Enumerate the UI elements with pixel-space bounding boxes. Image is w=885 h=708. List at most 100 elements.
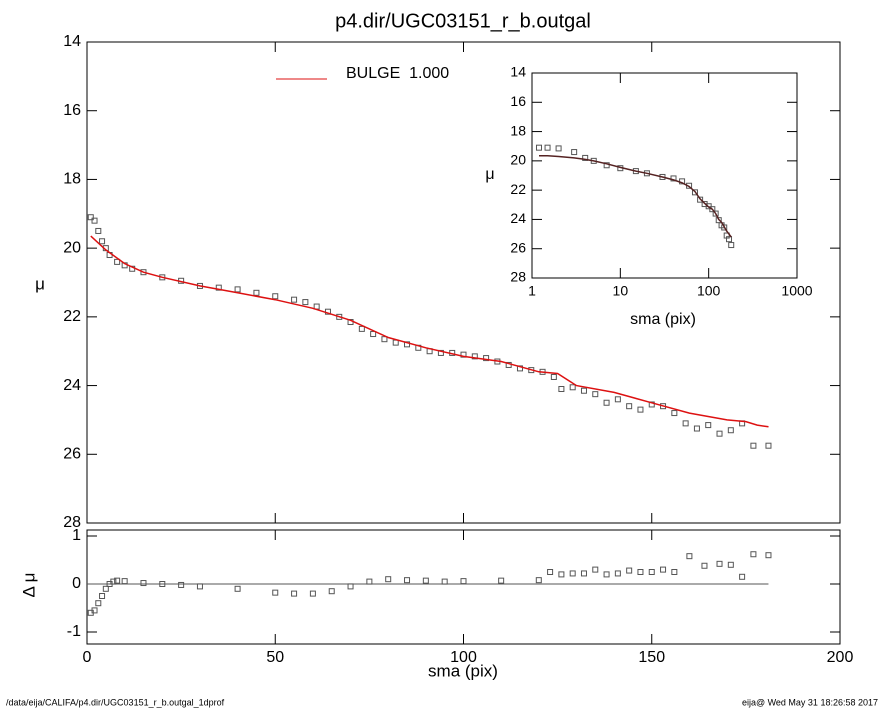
data-point [558, 386, 565, 393]
data-point [95, 600, 102, 607]
data-point [535, 144, 542, 151]
data-point [671, 569, 678, 575]
data-point [140, 580, 147, 587]
data-point [102, 585, 109, 592]
model-line [539, 154, 732, 238]
data-point [716, 430, 723, 437]
chart-title: p4.dir/UGC03151_r_b.outgal [335, 10, 591, 32]
data-point [99, 238, 106, 245]
data-point [404, 341, 411, 348]
y-tick-label: 16 [510, 93, 526, 109]
data-point [471, 353, 478, 360]
data-point [422, 577, 429, 584]
data-point [750, 442, 757, 449]
data-point [178, 581, 185, 588]
data-point [697, 196, 704, 203]
data-point [603, 571, 610, 578]
data-point [483, 355, 490, 362]
data-point [765, 442, 772, 449]
data-point [253, 289, 260, 296]
data-point [159, 581, 166, 587]
footer-left: /data/eija/CALIFA/p4.dir/UGC03151_r_b.ou… [6, 697, 225, 707]
data-point [750, 551, 757, 558]
data-point [544, 144, 551, 151]
data-point [272, 589, 279, 596]
data-point [693, 425, 700, 432]
data-point [460, 578, 467, 585]
data-point [99, 593, 106, 599]
data-point [637, 569, 644, 575]
data-point [91, 607, 98, 614]
data-point [739, 573, 746, 580]
data-point [582, 154, 589, 161]
data-point [728, 242, 735, 249]
x-tick-label: 50 [266, 649, 284, 666]
x-tick-label: 100 [450, 649, 477, 666]
data-point [87, 214, 94, 221]
data-point [569, 570, 576, 577]
x-tick-label: 100 [697, 283, 721, 299]
data-point [712, 210, 719, 217]
data-point [660, 566, 667, 573]
y-tick-label: 22 [510, 181, 526, 197]
data-point [686, 553, 693, 560]
data-point [328, 588, 335, 595]
data-point [302, 299, 309, 306]
y-tick-label: 24 [510, 210, 526, 226]
y-axis-label: Δ μ [19, 573, 38, 598]
data-point [691, 189, 698, 196]
data-point [498, 577, 505, 584]
data-point [91, 217, 98, 224]
footer-right: eija@ Wed May 31 18:26:58 2017 [742, 697, 878, 707]
y-tick-label: 22 [63, 308, 81, 325]
y-tick-label: 16 [63, 102, 81, 119]
y-axis-label: μ [35, 274, 45, 293]
y-tick-label: 18 [63, 171, 81, 188]
data-point [580, 570, 587, 577]
data-point [95, 227, 102, 234]
data-point [114, 258, 121, 265]
data-point [196, 583, 203, 590]
data-point [670, 175, 677, 182]
data-point [709, 206, 716, 213]
data-point [550, 373, 557, 380]
data-point [603, 162, 610, 169]
data-point [571, 149, 578, 156]
y-tick-label: 0 [72, 575, 81, 592]
data-point [555, 145, 562, 152]
data-point [726, 236, 733, 243]
plot-frame [531, 72, 798, 279]
data-point [366, 578, 373, 585]
y-tick-label: 18 [510, 122, 526, 138]
data-point [614, 396, 621, 403]
y-tick-label: 14 [510, 64, 526, 80]
data-point [381, 336, 388, 343]
data-point [358, 325, 365, 332]
data-point [603, 399, 610, 406]
model-line [90, 235, 769, 428]
data-point [385, 576, 392, 583]
data-point [291, 590, 298, 597]
data-point [437, 349, 444, 356]
x-tick-label: 150 [638, 649, 665, 666]
data-point [291, 296, 298, 303]
data-point [727, 427, 734, 434]
y-tick-label: 24 [63, 377, 81, 394]
data-point [592, 391, 599, 398]
data-point [547, 569, 554, 575]
y-tick-label: 1 [72, 527, 81, 544]
x-tick-label: 1 [528, 283, 536, 299]
data-point [727, 561, 734, 568]
y-tick-label: -1 [67, 623, 81, 640]
data-point [682, 420, 689, 427]
data-point [370, 331, 377, 338]
data-point [272, 293, 279, 300]
data-point [569, 384, 576, 391]
legend-label: BULGE 1.000 [346, 65, 449, 82]
inset-y-label: μ [485, 166, 494, 183]
data-point [404, 577, 411, 584]
data-point [592, 566, 599, 573]
data-point [614, 570, 621, 577]
y-tick-label: 28 [63, 514, 81, 531]
y-tick-label: 28 [510, 269, 526, 285]
